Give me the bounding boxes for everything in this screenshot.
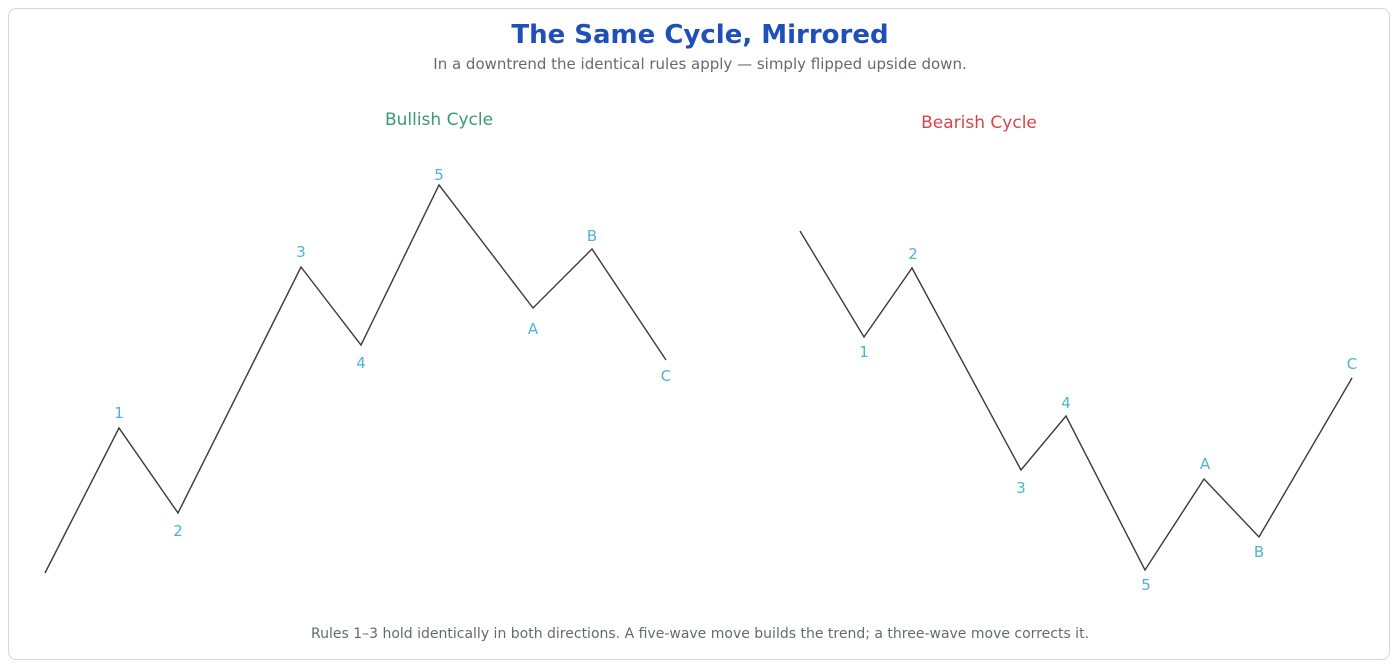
bearish-label-b: B [1254, 543, 1264, 561]
bearish-label-4: 4 [1061, 394, 1071, 412]
page-subtitle: In a downtrend the identical rules apply… [433, 55, 967, 73]
bullish-label-5: 5 [434, 166, 444, 184]
bullish-label-2: 2 [173, 522, 183, 540]
bullish-label-b: B [587, 227, 597, 245]
bullish-label-c: C [661, 367, 671, 385]
bullish-label-1: 1 [114, 404, 124, 422]
bullish-label-3: 3 [296, 243, 306, 261]
diagram-card [8, 8, 1390, 660]
bullish-panel: Bullish Cycle 1 2 3 4 5 A B C [44, 110, 671, 574]
bullish-label-a: A [528, 320, 539, 338]
bearish-panel: Bearish Cycle 1 2 3 4 5 A B C [799, 113, 1357, 594]
bearish-wave-path [799, 230, 1353, 572]
footer-note: Rules 1–3 hold identically in both direc… [310, 626, 1090, 642]
bearish-label-a: A [1200, 455, 1211, 473]
bullish-wave-path [44, 183, 667, 574]
page-title: The Same Cycle, Mirrored [511, 20, 889, 50]
bearish-label-5: 5 [1141, 576, 1151, 594]
bearish-cycle-title: Bearish Cycle [921, 113, 1037, 133]
bearish-label-1: 1 [859, 343, 869, 361]
bullish-label-4: 4 [356, 354, 366, 372]
bearish-label-c: C [1347, 355, 1357, 373]
bearish-label-2: 2 [908, 245, 918, 263]
bearish-label-3: 3 [1016, 479, 1026, 497]
bullish-cycle-title: Bullish Cycle [385, 110, 493, 130]
